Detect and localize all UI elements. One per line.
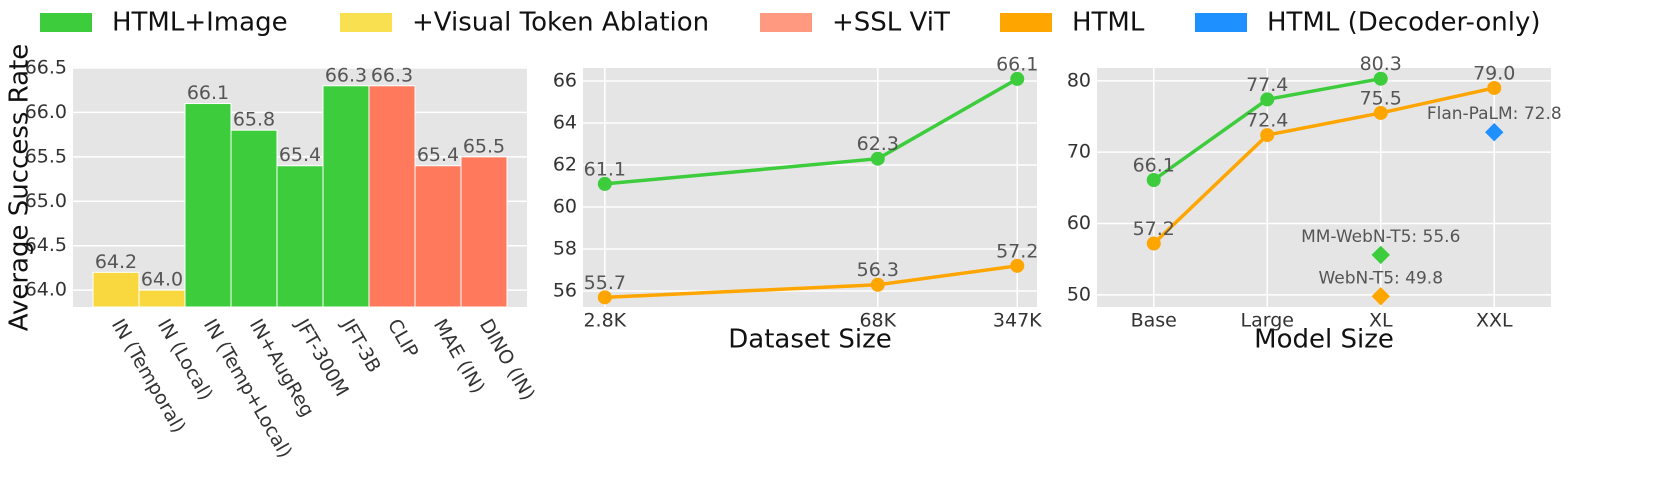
y-tick-label: 66.5 bbox=[25, 57, 67, 79]
x-axis-label: Model Size bbox=[1254, 325, 1394, 355]
bar bbox=[230, 129, 278, 308]
data-label: 65.4 bbox=[279, 144, 321, 166]
plot-background bbox=[583, 68, 1037, 307]
data-label: 64.2 bbox=[95, 251, 137, 273]
point-marker bbox=[1371, 245, 1390, 265]
data-label: 62.3 bbox=[857, 133, 899, 155]
y-tick-label: 65.5 bbox=[25, 145, 67, 167]
legend-swatch bbox=[1195, 13, 1247, 32]
y-tick-label: 66 bbox=[553, 70, 577, 92]
x-tick-label: Base bbox=[1131, 310, 1177, 332]
data-label: 64.0 bbox=[141, 269, 183, 291]
y-tick-label: 60 bbox=[1067, 212, 1091, 234]
y-tick-label: 58 bbox=[553, 238, 577, 260]
series-line bbox=[1152, 86, 1495, 245]
bar bbox=[184, 103, 232, 308]
series-point bbox=[1260, 92, 1275, 107]
y-axis-label: Average Success Rate bbox=[5, 44, 35, 332]
data-label: 57.2 bbox=[1133, 218, 1175, 240]
data-label: 66.1 bbox=[1133, 155, 1175, 177]
legend-swatch bbox=[1000, 13, 1052, 32]
data-label: 65.5 bbox=[463, 135, 505, 157]
x-tick-label: JFT-3B bbox=[336, 314, 385, 376]
y-tick-label: 64.5 bbox=[25, 234, 67, 256]
y-tick-label: 64 bbox=[553, 112, 577, 134]
bar bbox=[460, 156, 508, 308]
y-tick-label: 62 bbox=[553, 154, 577, 176]
data-label: 66.1 bbox=[996, 53, 1038, 75]
x-tick-label: 2.8K bbox=[583, 310, 626, 332]
series-point bbox=[597, 290, 612, 305]
data-label: 66.3 bbox=[371, 64, 413, 86]
x-tick-label: Large bbox=[1241, 310, 1294, 332]
legend-swatch bbox=[760, 13, 812, 32]
bar bbox=[322, 85, 370, 308]
point-marker bbox=[1485, 123, 1504, 142]
y-tick-label: 56 bbox=[553, 280, 577, 302]
data-label: 55.7 bbox=[584, 272, 626, 294]
data-label: 80.3 bbox=[1360, 53, 1402, 75]
series-point bbox=[1010, 258, 1025, 273]
bar bbox=[368, 85, 416, 308]
data-label: 79.0 bbox=[1473, 62, 1515, 84]
data-label: 65.8 bbox=[233, 109, 275, 131]
legend-label: HTML (Decoder-only) bbox=[1267, 8, 1541, 38]
data-label: 75.5 bbox=[1360, 87, 1402, 109]
data-label: 56.3 bbox=[857, 259, 899, 281]
data-label: 66.1 bbox=[187, 82, 229, 104]
x-tick-label: DINO (IN) bbox=[475, 315, 539, 404]
series-point bbox=[1487, 80, 1502, 95]
x-tick-label: CLIP bbox=[383, 315, 423, 361]
series-point bbox=[870, 277, 885, 292]
point-label: Flan-PaLM: 72.8 bbox=[1427, 104, 1562, 124]
data-label: 77.4 bbox=[1246, 74, 1288, 96]
series-point bbox=[1260, 128, 1275, 143]
data-label: 61.1 bbox=[584, 158, 626, 180]
y-tick-label: 60 bbox=[553, 196, 577, 218]
data-label: 65.4 bbox=[417, 144, 459, 166]
y-tick-label: 50 bbox=[1067, 283, 1091, 305]
y-tick-label: 66.0 bbox=[25, 101, 67, 123]
point-marker bbox=[1371, 287, 1390, 306]
series-point bbox=[1373, 71, 1388, 86]
series-point bbox=[1010, 71, 1025, 86]
legend-label: +Visual Token Ablation bbox=[412, 8, 709, 38]
x-tick-label: 68K bbox=[859, 310, 896, 332]
series-point bbox=[1373, 105, 1388, 120]
y-tick-label: 70 bbox=[1067, 141, 1091, 163]
legend-label: HTML bbox=[1072, 8, 1145, 38]
plot-background bbox=[1097, 68, 1551, 307]
bar bbox=[276, 165, 324, 308]
series-point bbox=[597, 176, 612, 191]
y-tick-label: 80 bbox=[1067, 69, 1091, 91]
point-label: WebN-T5: 49.8 bbox=[1318, 268, 1443, 288]
data-label: 72.4 bbox=[1246, 110, 1288, 132]
series-point bbox=[1146, 236, 1161, 251]
y-tick-label: 65.0 bbox=[25, 190, 67, 212]
data-label: 57.2 bbox=[996, 240, 1038, 262]
series-point bbox=[870, 151, 885, 166]
x-tick-label: XL bbox=[1369, 310, 1393, 332]
legend-label: +SSL ViT bbox=[832, 8, 950, 38]
bar bbox=[138, 289, 186, 308]
point-label: MM-WebN-T5: 55.6 bbox=[1301, 227, 1460, 247]
x-tick-label: XXL bbox=[1476, 310, 1513, 332]
legend-swatch bbox=[340, 13, 392, 32]
x-tick-label: 347K bbox=[993, 310, 1042, 332]
x-axis-label: Dataset Size bbox=[728, 325, 891, 355]
legend-swatch bbox=[40, 13, 92, 32]
series-point bbox=[1146, 173, 1161, 188]
data-label: 66.3 bbox=[325, 64, 367, 86]
legend-label: HTML+Image bbox=[112, 8, 288, 38]
bar bbox=[414, 165, 462, 308]
bar bbox=[92, 271, 140, 308]
y-tick-label: 64.0 bbox=[25, 279, 67, 301]
